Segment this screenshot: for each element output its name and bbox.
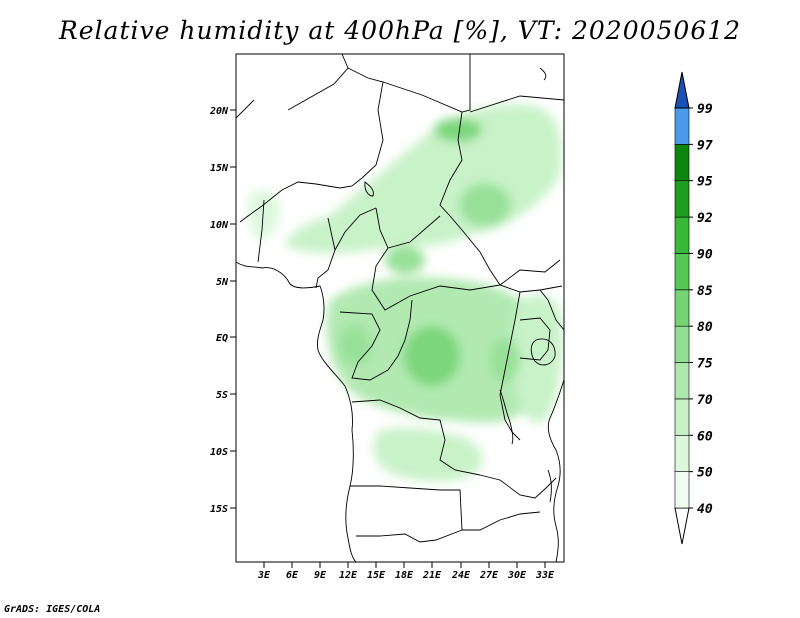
humidity-shading: [247, 104, 563, 482]
colorbar-segment: [674, 289, 690, 327]
colorbar: 40 50 60 70 75 80 85 90 92 95 97 99: [674, 71, 713, 545]
colorbar-label: 80: [697, 320, 713, 335]
map-outlines: [236, 54, 564, 562]
border-uganda: [519, 317, 551, 361]
humidity-region-east: [511, 295, 563, 423]
lon-tick-label: 30E: [507, 570, 527, 581]
lat-tick-label: 10S: [210, 447, 228, 458]
lon-tick-label: 6E: [286, 570, 299, 581]
longitude-axis: 3E 6E 9E 12E 15E 18E 21E 24E 27E 30E 33E: [257, 562, 555, 581]
lat-tick-label: 10N: [210, 220, 229, 231]
lon-tick-label: 9E: [314, 570, 327, 581]
border-sahara-1: [236, 99, 255, 119]
colorbar-segment: [674, 471, 690, 509]
humidity-core-chad: [434, 118, 482, 142]
colorbar-label: 50: [697, 466, 713, 481]
humidity-core-gabon: [339, 325, 371, 365]
humidity-region-west: [247, 189, 281, 240]
colorbar-segment: [674, 180, 690, 218]
coastline-west: [236, 261, 357, 562]
colorbar-segment: [674, 107, 690, 145]
border-kenya: [539, 289, 564, 331]
lon-tick-label: 12E: [339, 570, 358, 581]
colorbar-label: 92: [697, 211, 713, 226]
lake-malawi: [547, 469, 552, 503]
border-congo: [339, 299, 413, 381]
humidity-core-sudan: [459, 183, 511, 227]
colorbar-segment: [674, 216, 690, 254]
colorbar-segment: [674, 434, 690, 472]
lat-tick-label: 5S: [216, 390, 228, 401]
colorbar-segment: [674, 325, 690, 363]
lon-tick-label: 15E: [367, 570, 386, 581]
lon-tick-label: 27E: [479, 570, 499, 581]
colorbar-label: 85: [697, 284, 713, 299]
colorbar-segment: [674, 144, 690, 182]
border-angola-south: [350, 485, 463, 543]
credit-label: GrADS: IGES/COLA: [4, 604, 101, 615]
humidity-core-rift: [490, 338, 520, 382]
colorbar-over-triangle: [674, 71, 690, 109]
humidity-region-south: [373, 428, 483, 482]
lon-tick-label: 18E: [395, 570, 414, 581]
latitude-axis: 20N 15N 10N 5N EQ 5S 10S 15S: [209, 106, 236, 515]
lon-tick-label: 33E: [535, 570, 555, 581]
colorbar-segment: [674, 253, 690, 291]
border-sudan-south: [499, 259, 561, 286]
border-nigeria: [315, 217, 336, 289]
humidity-core-congo: [404, 326, 460, 386]
lat-tick-label: 15N: [210, 163, 229, 174]
colorbar-label: 97: [697, 138, 713, 153]
border-sudan: [469, 95, 564, 113]
red-sea-coast: [539, 67, 547, 81]
colorbar-label: 70: [697, 393, 713, 408]
lat-tick-label: 5N: [216, 277, 229, 288]
colorbar-segment: [674, 398, 690, 436]
border-sahara-3: [347, 67, 384, 179]
border-car-south: [371, 247, 563, 311]
border-sahara-2: [287, 54, 349, 111]
lat-tick-label: 15S: [210, 504, 228, 515]
colorbar-under-triangle: [674, 507, 690, 545]
colorbar-label: 40: [697, 502, 713, 517]
lon-tick-label: 24E: [451, 570, 471, 581]
lon-tick-label: 3E: [257, 570, 271, 581]
colorbar-segment: [674, 362, 690, 400]
colorbar-label: 95: [697, 175, 713, 190]
border-angola-north: [351, 399, 481, 476]
lake-chad: [364, 181, 374, 197]
border-zambia-south: [462, 511, 541, 531]
border-drc-east: [499, 291, 521, 441]
coastline-east: [547, 379, 564, 562]
colorbar-label: 99: [697, 102, 713, 117]
lat-tick-label: EQ: [216, 333, 228, 344]
lake-tanganyika: [499, 389, 514, 445]
border-west-small: [257, 199, 265, 263]
border-chad-east: [439, 111, 501, 286]
colorbar-label: 60: [697, 429, 713, 444]
lat-tick-label: 20N: [209, 106, 229, 117]
map-frame: [235, 53, 565, 563]
humidity-core-cameroon: [385, 246, 425, 274]
border-chad-north: [382, 54, 471, 113]
border-cameroon: [334, 207, 377, 251]
border-zambia: [479, 474, 557, 499]
lake-victoria: [530, 338, 556, 366]
border-niger: [239, 177, 363, 223]
map-title: Relative humidity at 400hPa [%], VT: 202…: [58, 16, 742, 45]
lon-tick-label: 21E: [422, 570, 442, 581]
colorbar-label: 75: [697, 357, 713, 372]
colorbar-label: 90: [697, 247, 713, 262]
